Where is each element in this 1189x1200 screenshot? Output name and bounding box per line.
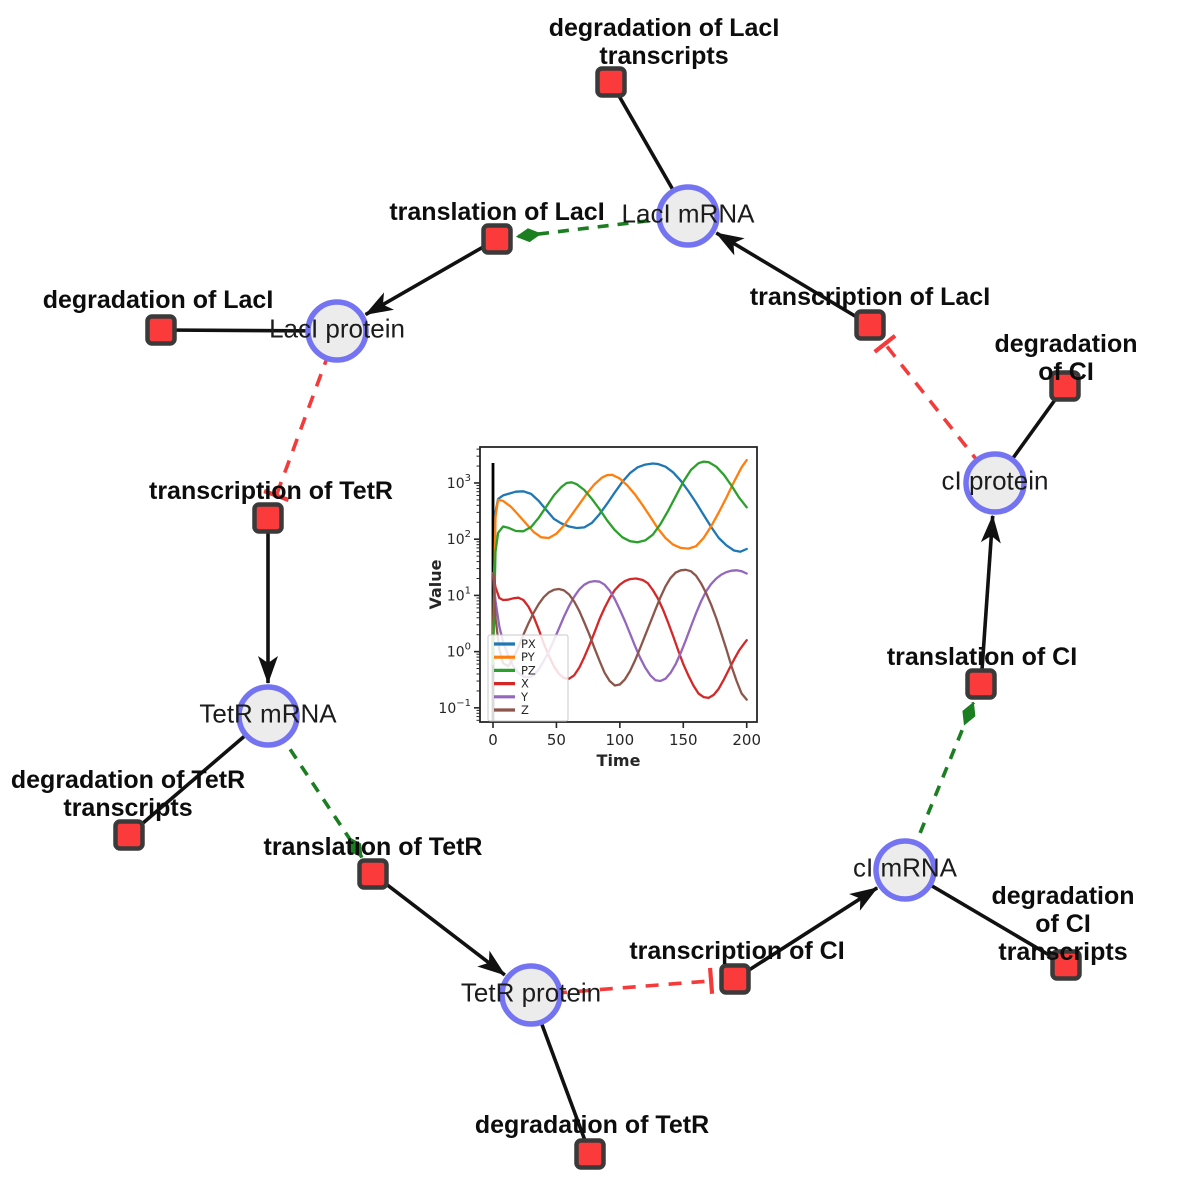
species-node-cI_mRNA[interactable] [873, 838, 937, 902]
reaction-node-deg_tetR_tx[interactable] [113, 819, 145, 851]
y-tick-label: 100 [447, 642, 471, 661]
y-tick-label: 103 [447, 473, 471, 492]
chart-x-axis: 0 50 100 150 200 [488, 722, 761, 749]
legend-label-PX: PX [521, 637, 536, 651]
y-tick-label: 102 [447, 529, 471, 548]
legend-label-PY: PY [521, 650, 536, 664]
x-tick-label: 200 [732, 731, 761, 749]
y-tick-label: 101 [447, 585, 471, 604]
reaction-node-deg_cI[interactable] [1049, 370, 1081, 402]
x-tick-label: 50 [547, 731, 566, 749]
edge-product-tl_lacI-lacI_protein [364, 237, 498, 317]
reaction-node-tc_lacI[interactable] [854, 309, 886, 341]
reaction-node-tl_lacI[interactable] [481, 223, 513, 255]
nodes-group [113, 66, 1082, 1170]
x-tick-label: 100 [606, 731, 635, 749]
legend-label-X: X [521, 677, 529, 691]
reaction-node-tl_cI[interactable] [965, 668, 997, 700]
legend-label-Y: Y [520, 690, 529, 704]
edge-product-tc_lacI-lacI_mRNA [715, 231, 871, 327]
legend-label-PZ: PZ [521, 663, 536, 677]
reaction-node-deg_tetR[interactable] [574, 1138, 606, 1170]
edge-product-tc_cI-cI_mRNA [734, 886, 879, 981]
chart-series-PX [491, 462, 748, 643]
chart-series-PY [491, 458, 748, 653]
y-tick-label: 10−1 [438, 698, 471, 717]
chart-xlabel: Time [597, 751, 641, 770]
reaction-node-tc_cI[interactable] [719, 963, 751, 995]
x-tick-label: 0 [488, 731, 498, 749]
species-node-lacI_protein[interactable] [305, 299, 369, 363]
chart-series-Z [491, 568, 748, 701]
species-node-cI_protein[interactable] [963, 451, 1027, 515]
reaction-node-deg_lacI_tx[interactable] [595, 66, 627, 98]
reaction-node-deg_lacI[interactable] [145, 314, 177, 346]
reaction-node-tl_tetR[interactable] [357, 858, 389, 890]
timecourse-inset-chart: 10−1 100 101 102 103 0 50 100 150 200 Time Value PX P… [425, 437, 777, 772]
chart-ylabel: Value [426, 559, 445, 609]
species-node-lacI_mRNA[interactable] [656, 184, 720, 248]
chart-series-X [491, 571, 748, 700]
legend-label-Z: Z [521, 703, 529, 717]
reaction-node-deg_cI_tx[interactable] [1050, 949, 1082, 981]
edge-product-tl_tetR-tetR_protein [371, 872, 506, 977]
chart-series-PZ [491, 460, 748, 666]
edge-product-tl_cI-cI_protein [979, 514, 1001, 685]
species-node-tetR_protein[interactable] [499, 963, 563, 1027]
reaction-node-tc_tetR[interactable] [252, 502, 284, 534]
species-node-tetR_mRNA[interactable] [236, 684, 300, 748]
x-tick-label: 150 [669, 731, 698, 749]
chart-axes-box [479, 446, 758, 723]
